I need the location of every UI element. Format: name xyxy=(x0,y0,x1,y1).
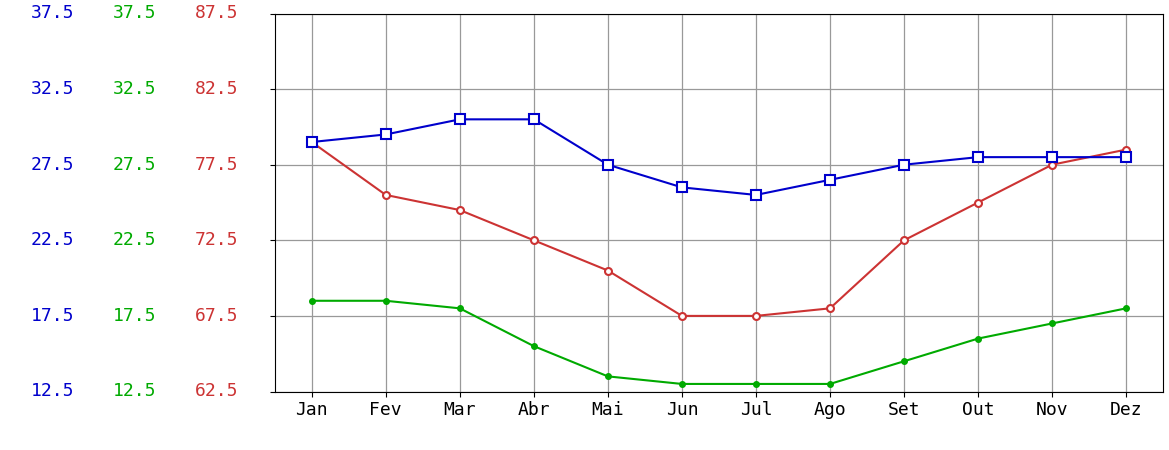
Text: 32.5: 32.5 xyxy=(112,80,157,98)
Text: 87.5: 87.5 xyxy=(194,4,238,22)
Text: 17.5: 17.5 xyxy=(112,307,157,325)
Text: 22.5: 22.5 xyxy=(30,231,75,249)
Text: 77.5: 77.5 xyxy=(194,156,238,174)
Text: 37.5: 37.5 xyxy=(112,4,157,22)
Text: 67.5: 67.5 xyxy=(194,307,238,325)
Text: 27.5: 27.5 xyxy=(30,156,75,174)
Text: 37.5: 37.5 xyxy=(30,4,75,22)
Text: 82.5: 82.5 xyxy=(194,80,238,98)
Text: 12.5: 12.5 xyxy=(30,382,75,400)
Text: 27.5: 27.5 xyxy=(112,156,157,174)
Text: 32.5: 32.5 xyxy=(30,80,75,98)
Text: 22.5: 22.5 xyxy=(112,231,157,249)
Text: 12.5: 12.5 xyxy=(112,382,157,400)
Text: 62.5: 62.5 xyxy=(194,382,238,400)
Text: 17.5: 17.5 xyxy=(30,307,75,325)
Text: 72.5: 72.5 xyxy=(194,231,238,249)
